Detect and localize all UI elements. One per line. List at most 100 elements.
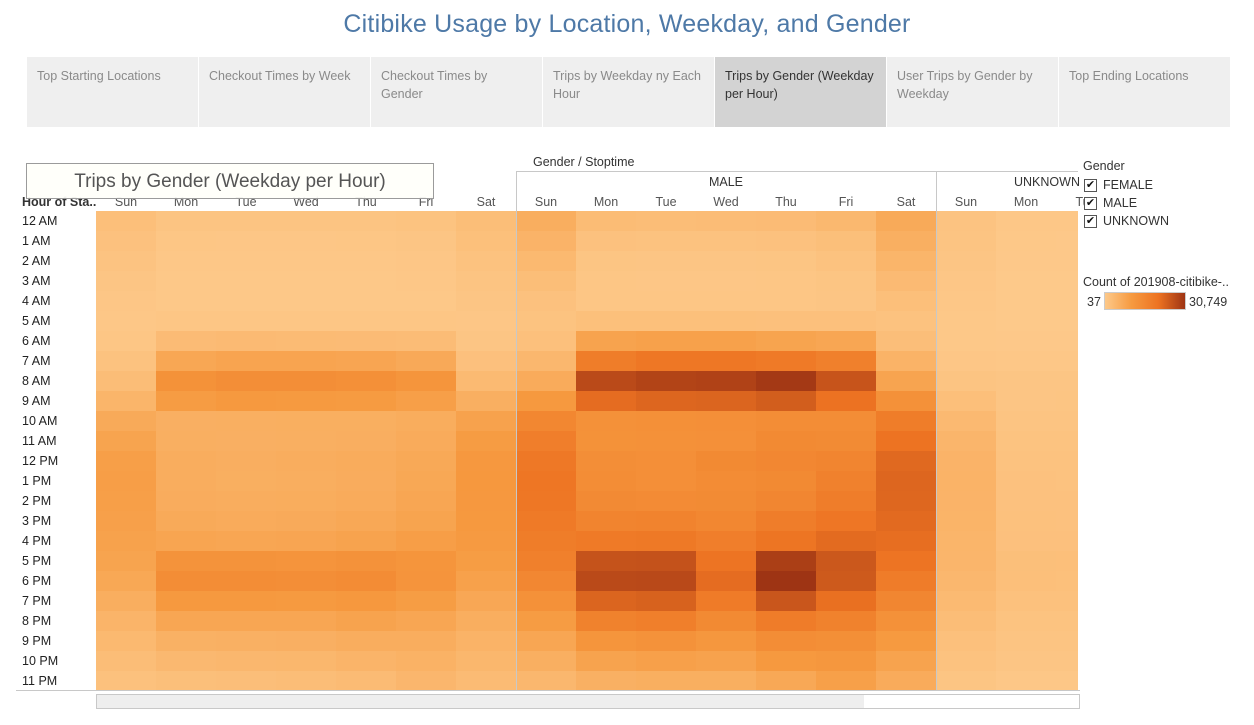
heatmap-cell[interactable] <box>156 451 216 471</box>
heatmap-cell[interactable] <box>216 471 276 491</box>
heatmap-cell[interactable] <box>156 311 216 331</box>
heatmap-cell[interactable] <box>396 351 456 371</box>
heatmap-cell[interactable] <box>996 671 1056 691</box>
tab-checkout-times-by-gender[interactable]: Checkout Times by Gender <box>371 57 542 127</box>
heatmap-cell[interactable] <box>276 331 336 351</box>
heatmap-cell[interactable] <box>576 551 636 571</box>
heatmap-cell[interactable] <box>936 211 996 231</box>
heatmap-cell[interactable] <box>1056 511 1078 531</box>
heatmap-cell[interactable] <box>276 291 336 311</box>
heatmap-cell[interactable] <box>636 471 696 491</box>
heatmap-cell[interactable] <box>996 451 1056 471</box>
heatmap-cell[interactable] <box>1056 391 1078 411</box>
heatmap-cell[interactable] <box>636 431 696 451</box>
heatmap-cell[interactable] <box>156 591 216 611</box>
heatmap-cell[interactable] <box>876 291 936 311</box>
heatmap-cell[interactable] <box>696 231 756 251</box>
heatmap-cell[interactable] <box>756 451 816 471</box>
heatmap-cell[interactable] <box>816 551 876 571</box>
heatmap-cell[interactable] <box>96 571 156 591</box>
heatmap-cell[interactable] <box>636 271 696 291</box>
heatmap-cell[interactable] <box>636 351 696 371</box>
heatmap-cell[interactable] <box>336 211 396 231</box>
heatmap-cell[interactable] <box>456 671 516 691</box>
heatmap-cell[interactable] <box>216 371 276 391</box>
heatmap-cell[interactable] <box>936 351 996 371</box>
heatmap-cell[interactable] <box>936 271 996 291</box>
heatmap-cell[interactable] <box>336 331 396 351</box>
heatmap-cell[interactable] <box>696 391 756 411</box>
heatmap-cell[interactable] <box>756 431 816 451</box>
heatmap-cell[interactable] <box>936 231 996 251</box>
heatmap-cell[interactable] <box>156 251 216 271</box>
heatmap-cell[interactable] <box>96 371 156 391</box>
heatmap-cell[interactable] <box>156 371 216 391</box>
heatmap-cell[interactable] <box>816 431 876 451</box>
heatmap-cell[interactable] <box>456 251 516 271</box>
heatmap-cell[interactable] <box>276 651 336 671</box>
heatmap-cell[interactable] <box>996 311 1056 331</box>
heatmap-cell[interactable] <box>336 531 396 551</box>
heatmap-cell[interactable] <box>996 411 1056 431</box>
heatmap-cell[interactable] <box>276 311 336 331</box>
heatmap-cell[interactable] <box>816 451 876 471</box>
heatmap-cell[interactable] <box>936 411 996 431</box>
heatmap-cell[interactable] <box>996 391 1056 411</box>
heatmap-cell[interactable] <box>276 411 336 431</box>
heatmap-cell[interactable] <box>876 331 936 351</box>
heatmap-cell[interactable] <box>336 491 396 511</box>
heatmap-cell[interactable] <box>996 571 1056 591</box>
heatmap-cell[interactable] <box>1056 611 1078 631</box>
heatmap-cell[interactable] <box>756 551 816 571</box>
heatmap-cell[interactable] <box>696 331 756 351</box>
heatmap-cell[interactable] <box>996 251 1056 271</box>
heatmap-cell[interactable] <box>96 291 156 311</box>
heatmap-cell[interactable] <box>96 631 156 651</box>
heatmap-cell[interactable] <box>756 231 816 251</box>
tab-top-ending-locations[interactable]: Top Ending Locations <box>1059 57 1230 127</box>
heatmap-cell[interactable] <box>576 371 636 391</box>
heatmap-cell[interactable] <box>756 631 816 651</box>
heatmap-cell[interactable] <box>276 671 336 691</box>
heatmap-cell[interactable] <box>156 631 216 651</box>
heatmap-cell[interactable] <box>696 551 756 571</box>
tab-trips-by-gender-weekday-per-hour[interactable]: Trips by Gender (Weekday per Hour) <box>715 57 886 127</box>
heatmap-cell[interactable] <box>996 271 1056 291</box>
heatmap-cell[interactable] <box>276 611 336 631</box>
heatmap-cell[interactable] <box>456 371 516 391</box>
heatmap-cell[interactable] <box>936 371 996 391</box>
heatmap-cell[interactable] <box>996 351 1056 371</box>
heatmap-cell[interactable] <box>1056 351 1078 371</box>
heatmap-cell[interactable] <box>816 511 876 531</box>
heatmap-cell[interactable] <box>156 331 216 351</box>
heatmap-cell[interactable] <box>396 591 456 611</box>
heatmap-cell[interactable] <box>96 451 156 471</box>
heatmap-cell[interactable] <box>96 391 156 411</box>
heatmap-cell[interactable] <box>216 491 276 511</box>
heatmap-cell[interactable] <box>996 331 1056 351</box>
heatmap-cell[interactable] <box>276 351 336 371</box>
heatmap-cell[interactable] <box>336 411 396 431</box>
heatmap-cell[interactable] <box>336 271 396 291</box>
heatmap-cell[interactable] <box>936 471 996 491</box>
heatmap-cell[interactable] <box>816 331 876 351</box>
heatmap-cell[interactable] <box>1056 411 1078 431</box>
heatmap-cell[interactable] <box>636 411 696 431</box>
heatmap-cell[interactable] <box>276 451 336 471</box>
heatmap-cell[interactable] <box>156 571 216 591</box>
heatmap-cell[interactable] <box>216 651 276 671</box>
heatmap-cell[interactable] <box>96 671 156 691</box>
heatmap-cell[interactable] <box>696 471 756 491</box>
heatmap-cell[interactable] <box>696 371 756 391</box>
heatmap-cell[interactable] <box>156 351 216 371</box>
heatmap-cell[interactable] <box>816 411 876 431</box>
legend-item-male[interactable]: ✔ MALE <box>1084 194 1137 212</box>
heatmap-cell[interactable] <box>576 611 636 631</box>
heatmap-cell[interactable] <box>756 351 816 371</box>
heatmap-cell[interactable] <box>636 591 696 611</box>
heatmap-cell[interactable] <box>456 631 516 651</box>
heatmap-cell[interactable] <box>816 311 876 331</box>
heatmap-cell[interactable] <box>996 211 1056 231</box>
heatmap-cell[interactable] <box>156 291 216 311</box>
heatmap-cell[interactable] <box>1056 291 1078 311</box>
